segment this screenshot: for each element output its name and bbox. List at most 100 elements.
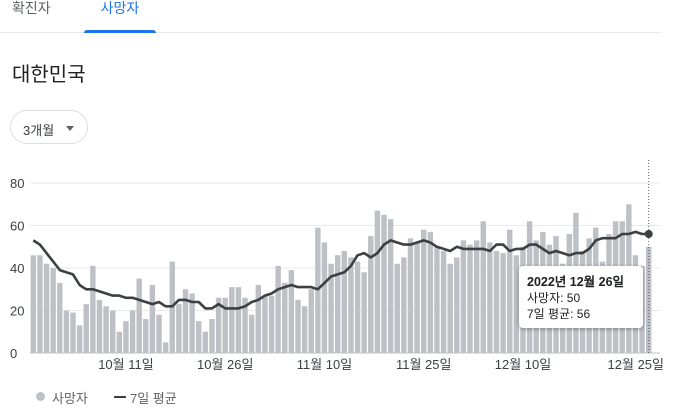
bar [440, 251, 447, 353]
y-tick-label: 0 [10, 346, 17, 361]
bar [301, 306, 308, 353]
tooltip-date: 2022년 12월 26일 [527, 275, 625, 289]
tab-confirmed-label: 확진자 [12, 0, 51, 16]
bar [209, 319, 215, 353]
y-tick-label: 40 [10, 261, 24, 276]
bar [381, 214, 387, 353]
bar [473, 240, 480, 353]
x-tick-label: 10월 26일 [197, 357, 253, 372]
bar [50, 268, 56, 353]
x-tick-label: 12월 10일 [495, 357, 551, 372]
bar [295, 299, 301, 353]
bar [70, 312, 76, 353]
bar [196, 321, 202, 353]
bar [129, 310, 136, 353]
bar [460, 240, 467, 353]
bar [116, 331, 123, 353]
legend-line-icon [114, 396, 126, 398]
tooltip-deaths: 사망자: 50 [527, 291, 581, 305]
tab-bar: 확진자 사망자 [0, 0, 662, 33]
bar [645, 246, 652, 353]
bar [414, 242, 420, 353]
bar [427, 231, 434, 353]
bar [361, 272, 367, 353]
y-tick-label: 20 [10, 304, 24, 319]
bar [262, 295, 268, 353]
bar [96, 299, 103, 353]
bar [447, 263, 453, 353]
x-tick-label: 11월 10일 [297, 357, 353, 372]
x-tick-label: 11월 25일 [396, 357, 452, 372]
bar [136, 278, 142, 353]
tab-deaths[interactable]: 사망자 [84, 0, 156, 33]
bar [182, 289, 189, 353]
bar [507, 229, 513, 353]
bar [401, 257, 407, 353]
bar [268, 295, 275, 353]
bar [90, 265, 96, 353]
bar [255, 285, 261, 353]
bar [57, 282, 63, 353]
bar [162, 342, 169, 353]
region-title: 대한민국 [12, 64, 86, 86]
bar [513, 255, 520, 353]
bar [493, 251, 500, 353]
tab-confirmed[interactable]: 확진자 [12, 0, 68, 32]
bar [189, 293, 195, 353]
bar [407, 238, 414, 353]
bar [222, 297, 228, 353]
bar [368, 236, 374, 353]
bar [103, 306, 109, 353]
selected-point [644, 230, 653, 238]
legend-deaths-label: 사망자 [52, 391, 88, 406]
bar [63, 310, 70, 353]
bar [467, 244, 473, 353]
bar [30, 255, 37, 353]
legend-average-label: 7일 평균 [130, 391, 177, 406]
range-dropdown[interactable]: 3개월 [10, 110, 88, 144]
y-tick-label: 80 [10, 176, 24, 191]
bar [321, 242, 328, 353]
bar [421, 229, 427, 353]
bar [242, 297, 248, 353]
bar [487, 242, 493, 353]
bar [434, 246, 440, 353]
bar [328, 263, 334, 353]
bar [123, 321, 129, 353]
bar [374, 210, 381, 353]
bar [334, 255, 341, 353]
bar [387, 219, 394, 353]
bar [480, 221, 486, 353]
bar [149, 285, 156, 353]
tooltip-average: 7일 평균: 56 [527, 307, 591, 321]
bar [288, 270, 295, 353]
x-tick-label: 12월 25일 [608, 357, 664, 372]
bar [43, 263, 50, 353]
bar [308, 289, 314, 353]
bar [37, 255, 43, 353]
average-line [32, 230, 649, 310]
bar [248, 314, 255, 353]
bar [229, 287, 235, 353]
bar [156, 314, 162, 353]
bar [176, 304, 182, 353]
bar [143, 319, 149, 353]
x-tick-label: 10월 11일 [98, 357, 154, 372]
bar [235, 287, 242, 353]
y-tick-label: 60 [10, 219, 24, 234]
range-dropdown-label: 3개월 [23, 123, 55, 138]
bar [83, 304, 89, 353]
bar [275, 265, 281, 353]
chart-tooltip: 2022년 12월 26일 사망자: 50 7일 평균: 56 [519, 266, 643, 328]
bar [341, 251, 348, 353]
bar [500, 253, 506, 353]
bar [215, 297, 222, 353]
tab-deaths-label: 사망자 [100, 0, 140, 16]
caret-down-icon [66, 126, 74, 131]
bar [348, 257, 354, 353]
bar [394, 263, 400, 353]
bar [282, 282, 288, 353]
bar [110, 310, 116, 353]
bar [202, 331, 209, 353]
bar [454, 257, 460, 353]
